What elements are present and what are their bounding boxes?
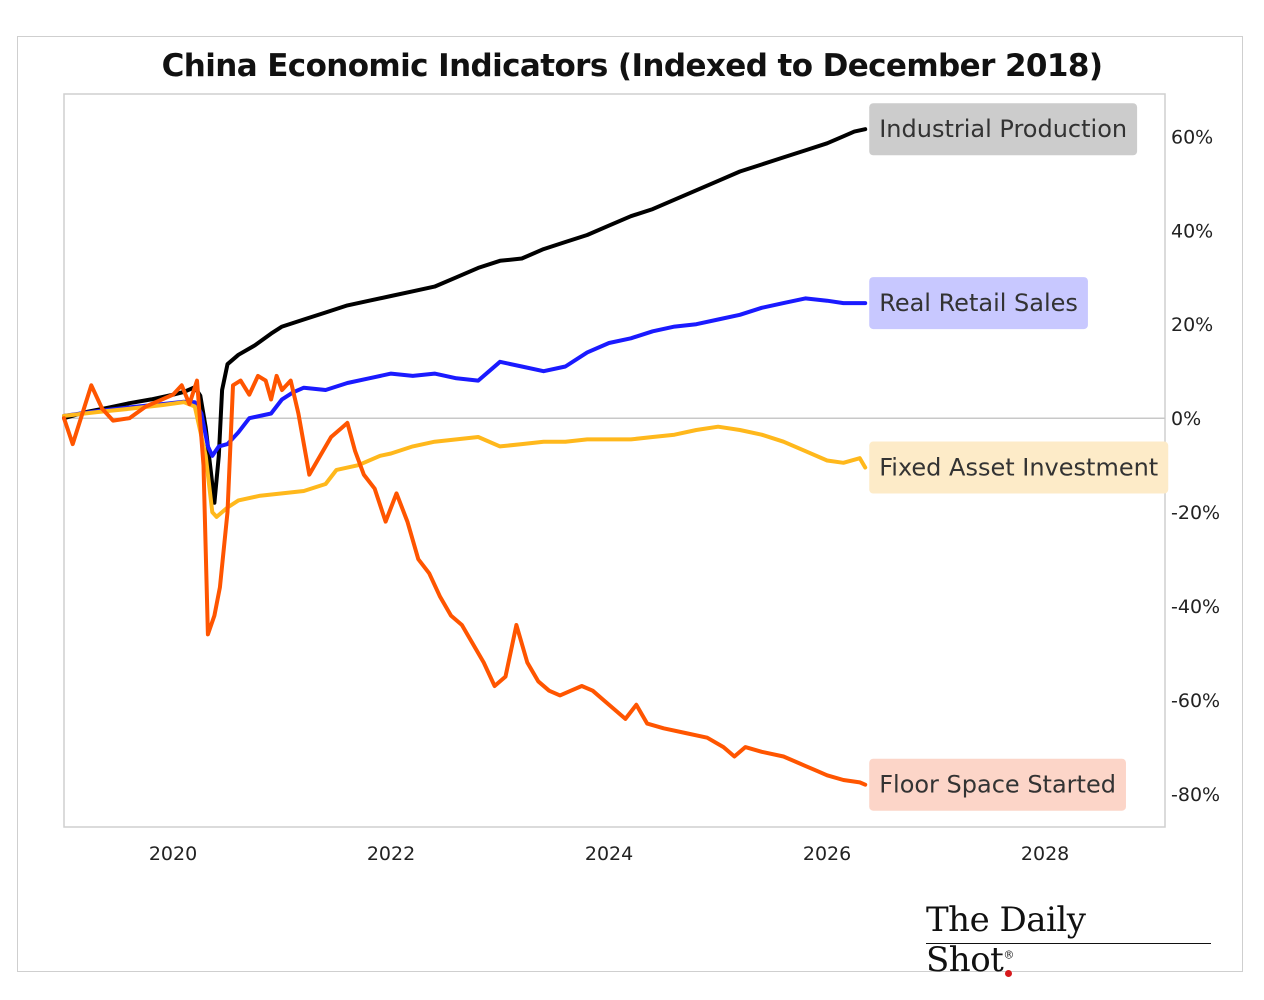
y-tick-label: 60% [1171,126,1213,148]
chart-title: China Economic Indicators (Indexed to De… [161,48,1103,84]
brand-underline [926,943,1211,944]
series-label-text: Floor Space Started [879,771,1116,799]
series-label-floor-space-started: Floor Space Started [869,758,1126,811]
series-line-fixed-asset-investment [62,400,868,519]
series-line-real-retail-sales [62,296,868,458]
brand-logo: The Daily Shot® [926,900,1182,980]
series-label-industrial-production: Industrial Production [869,103,1138,156]
x-tick-label: 2026 [803,843,851,865]
brand-text: The Daily Shot [926,900,1086,980]
brand-dot-icon [1004,970,1012,977]
series-label-box [869,103,1138,156]
brand-registered-mark: ® [1003,948,1014,962]
series-label-box [869,758,1126,811]
series-line-floor-space-started [62,373,868,787]
series-label-text: Fixed Asset Investment [879,454,1158,482]
series-label-real-retail-sales: Real Retail Sales [869,277,1088,330]
y-tick-label: 20% [1171,314,1213,336]
y-tick-label: -40% [1171,596,1220,618]
series-label-text: Industrial Production [879,115,1127,143]
y-tick-label: 0% [1171,408,1201,430]
x-tick-label: 2022 [367,843,415,865]
series-label-fixed-asset-investment: Fixed Asset Investment [869,441,1169,494]
x-tick-label: 2020 [149,843,197,865]
x-tick-label: 2028 [1021,843,1069,865]
series-line-industrial-production [62,127,868,505]
chart-frame [17,36,1243,972]
y-tick-label: -20% [1171,502,1220,524]
y-tick-label: 40% [1171,220,1213,242]
y-tick-label: -80% [1171,784,1220,806]
series-label-box [869,441,1169,494]
series-label-text: Real Retail Sales [879,289,1078,317]
x-tick-label: 2024 [585,843,633,865]
y-tick-label: -60% [1171,690,1220,712]
series-label-box [869,277,1088,330]
